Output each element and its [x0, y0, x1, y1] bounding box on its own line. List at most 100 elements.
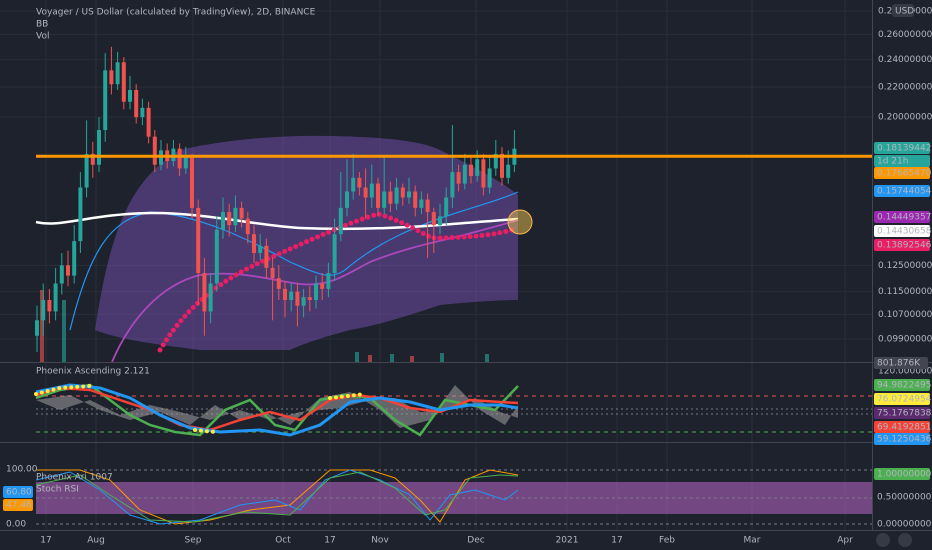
currency-badge-bg [892, 4, 914, 17]
candle-body [388, 191, 393, 204]
candle-body [177, 148, 182, 169]
x-tick-label: Mar [744, 536, 761, 546]
chart-title: Voyager / US Dollar (calculated by Tradi… [36, 8, 316, 18]
candle-body [146, 107, 151, 137]
osc-label-bg [874, 433, 930, 445]
osc-label: 59.12504365 [877, 435, 932, 445]
x-tick-label: Aug [87, 536, 105, 546]
osc-label-bg [874, 393, 930, 405]
price-label: 0.14449357 [877, 213, 931, 223]
candle-body [332, 234, 337, 274]
price-label-bg [874, 239, 930, 251]
candle-body [208, 283, 213, 312]
candle-body [66, 265, 70, 276]
y-tick-label: 0.09900000 [878, 334, 932, 344]
candle-body [103, 70, 108, 131]
osc-axis-label: 1.00000000 [877, 470, 932, 480]
candle-body [307, 297, 312, 300]
candle-body [351, 177, 356, 192]
candle-body [196, 207, 201, 274]
x-tick-label: 17 [40, 536, 51, 546]
candle-body [270, 267, 275, 279]
price-label-bg [874, 155, 930, 167]
candle-body [475, 159, 480, 176]
candle-body [121, 62, 126, 102]
candle-body [456, 172, 461, 184]
price-label: 0.13892546 [877, 241, 932, 251]
oscillator-blue [35, 383, 519, 437]
candle-body [338, 207, 343, 235]
candle-body [276, 278, 281, 289]
candle-body [363, 187, 368, 198]
candle-body [214, 229, 219, 284]
oscillator-dots [34, 384, 367, 434]
price-label: 1d 21h [877, 157, 908, 167]
settings-icon[interactable] [876, 533, 890, 547]
osc-left-label: 0.00 [6, 520, 26, 530]
candles [35, 46, 517, 352]
x-tick-label: 2021 [556, 536, 579, 546]
y-tick-label: 0.22000000 [878, 83, 932, 93]
candle-body [320, 283, 325, 289]
price-label-bg [874, 185, 930, 197]
candle-body [190, 157, 194, 208]
y-tick-label: 0.10700000 [878, 310, 932, 320]
price-label-bg [874, 211, 930, 223]
y-tick-label: 0.12500000 [878, 261, 932, 271]
zoom-icon[interactable] [898, 533, 912, 547]
osc-label: 94.98224952 [877, 381, 932, 391]
candle-body [487, 168, 492, 188]
candle-body [239, 207, 244, 219]
pane-title: Phoenix Ascending 2.121 [36, 367, 150, 377]
osc-label-bg [874, 379, 930, 391]
candle-body [301, 297, 306, 306]
candle-body [35, 320, 39, 336]
volume-bar [62, 300, 66, 362]
candle-body [289, 291, 294, 300]
volume-bar [355, 352, 359, 362]
pane-title: Phoenix Ari 1007 [36, 473, 113, 483]
x-tick-label: 17 [611, 536, 622, 546]
candle-body [90, 153, 95, 165]
candle-body [134, 89, 139, 118]
candle-body [444, 197, 449, 217]
candle-body [109, 70, 114, 85]
price-label: 0.17665470 [877, 169, 932, 179]
candle-body [438, 216, 442, 226]
candle-body [493, 153, 498, 169]
candle-body [152, 136, 157, 165]
highlight-circle [507, 209, 533, 235]
x-tick-label: Apr [837, 536, 853, 546]
volume-bar [368, 355, 372, 362]
candle-body [221, 212, 225, 230]
candle-body [258, 245, 263, 253]
candle-body [264, 245, 269, 268]
osc-left-label: 60.80 [6, 488, 32, 498]
candle-body [233, 207, 238, 226]
candle-body [326, 273, 331, 289]
price-label-bg [874, 167, 930, 179]
candle-body [462, 164, 467, 184]
indicator-label: Vol [36, 32, 49, 42]
candle-body [419, 199, 424, 208]
osc-left-label-bg [3, 486, 33, 498]
osc-left-label-bg [3, 499, 33, 511]
y-tick-label: 0.26000000 [878, 30, 932, 40]
x-tick-label: Nov [371, 536, 389, 546]
candle-body [500, 153, 504, 178]
volume-bar [390, 354, 394, 362]
osc-axis-label: 0.50000000 [877, 493, 932, 503]
candle-body [115, 62, 120, 85]
osc-label-bg [874, 407, 930, 419]
candle-body [407, 191, 411, 198]
x-tick-label: Feb [659, 536, 675, 546]
candle-body [128, 89, 132, 102]
osc-label: 75.17678389 [877, 409, 932, 419]
volume-bar [410, 356, 414, 362]
osc-label: 76.07249547 [877, 395, 932, 405]
candle-body [227, 212, 232, 226]
candle-body [425, 199, 430, 213]
pane-subtitle: Stoch RSI [36, 485, 79, 495]
price-label-bg [874, 142, 930, 154]
